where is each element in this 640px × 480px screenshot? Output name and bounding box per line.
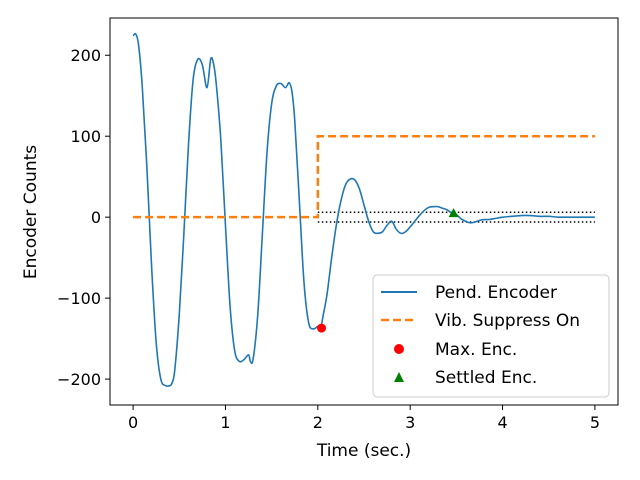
x-tick-label: 3 [405, 413, 415, 432]
marker-max-enc [317, 323, 327, 333]
y-tick-label: 200 [70, 46, 101, 65]
legend-swatch-max-enc [394, 344, 404, 354]
y-tick-label: −100 [57, 289, 101, 308]
x-axis-label: Time (sec.) [316, 441, 411, 461]
y-tick-label: 0 [91, 208, 101, 227]
x-tick-label: 0 [128, 413, 138, 432]
legend: Pend. Encoder Vib. Suppress On Max. Enc.… [372, 274, 610, 398]
legend-label-pend-encoder: Pend. Encoder [435, 283, 557, 303]
series-lines [132, 32, 595, 387]
legend-label-vib-suppress-on: Vib. Suppress On [435, 311, 580, 331]
legend-label-max-enc: Max. Enc. [435, 340, 517, 360]
plot-frame [109, 17, 619, 406]
x-tick-label: 1 [220, 413, 230, 432]
markers [317, 208, 459, 333]
legend-swatch-settled-enc [394, 372, 404, 382]
y-tick-label: 100 [70, 127, 101, 146]
x-axis: 0 1 2 3 4 5 [128, 405, 600, 432]
y-axis: −200 −100 0 100 200 [57, 46, 110, 389]
x-tick-label: 4 [497, 413, 507, 432]
x-tick-label: 5 [590, 413, 600, 432]
marker-settled-enc [448, 208, 459, 218]
x-tick-label: 2 [313, 413, 323, 432]
series-line-pend-encoder [132, 32, 595, 387]
y-axis-label: Encoder Counts [21, 145, 41, 279]
legend-box [372, 274, 610, 398]
legend-label-settled-enc: Settled Enc. [435, 368, 537, 388]
y-tick-label: −200 [57, 370, 101, 389]
